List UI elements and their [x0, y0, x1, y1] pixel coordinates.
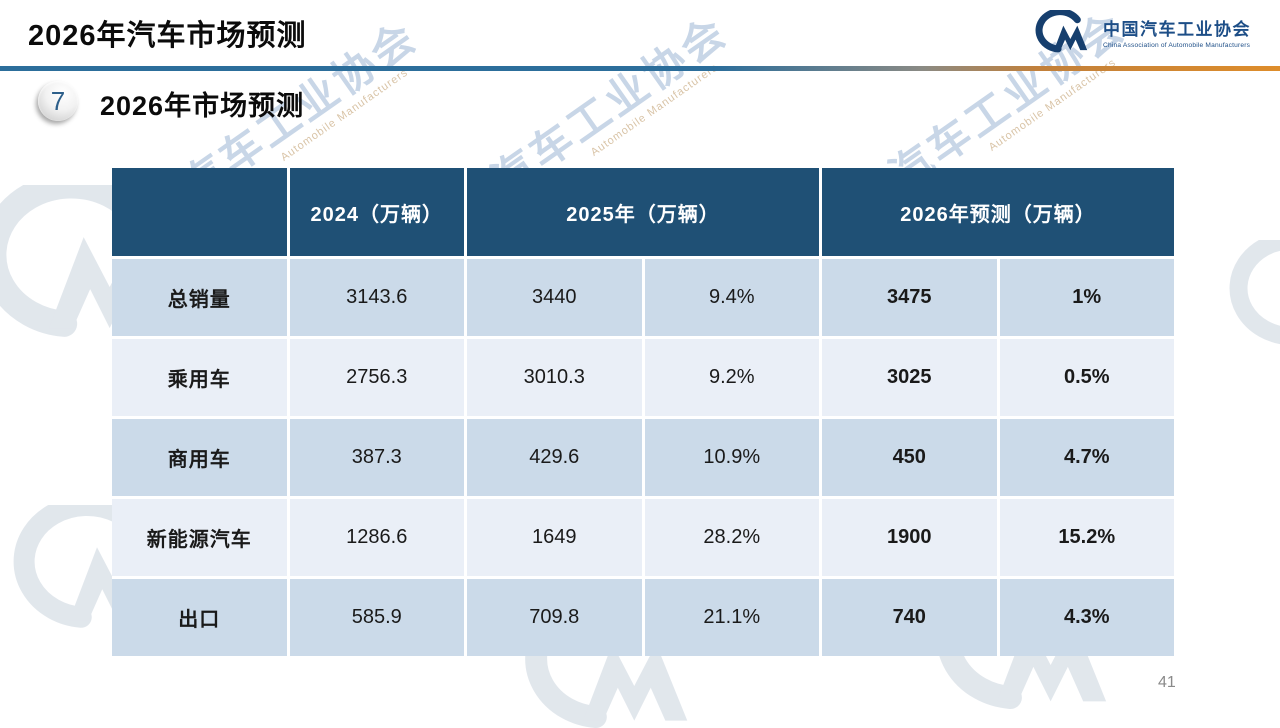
section-heading: 2026年市场预测	[100, 91, 305, 121]
cell-2024-value: 3143.6	[289, 259, 464, 336]
row-label: 新能源汽车	[112, 499, 287, 576]
cell-2026-growth: 0.5%	[999, 339, 1174, 416]
slide-title: 2026年汽车市场预测	[28, 20, 307, 52]
logo-name-cn: 中国汽车工业协会	[1103, 20, 1251, 39]
cell-2026-growth: 1%	[999, 259, 1174, 336]
cell-2026-value: 1900	[822, 499, 997, 576]
cell-2025-value: 3010.3	[467, 339, 642, 416]
cell-2026-value: 450	[822, 419, 997, 496]
page-number: 41	[1158, 674, 1176, 691]
row-label: 商用车	[112, 419, 287, 496]
cell-2025-value: 709.8	[467, 579, 642, 656]
cell-2026-value: 3025	[822, 339, 997, 416]
section-number: 7	[50, 85, 66, 116]
cell-2026-value: 3475	[822, 259, 997, 336]
cell-2025-value: 429.6	[467, 419, 642, 496]
cell-2024-value: 387.3	[289, 419, 464, 496]
logo-text: 中国汽车工业协会 China Association of Automobile…	[1103, 15, 1251, 49]
cell-2026-growth: 4.7%	[999, 419, 1174, 496]
table-header-2025: 2025年（万辆）	[467, 168, 819, 256]
cell-2024-value: 585.9	[289, 579, 464, 656]
cell-2025-growth: 28.2%	[644, 499, 819, 576]
cell-2025-growth: 21.1%	[644, 579, 819, 656]
table-header-2024: 2024（万辆）	[289, 168, 464, 256]
section-number-badge: 7	[38, 81, 78, 121]
cell-2024-value: 1286.6	[289, 499, 464, 576]
forecast-table: 2024（万辆） 2025年（万辆） 2026年预测（万辆） 总销量 3143.…	[112, 168, 1174, 656]
cell-2025-value: 1649	[467, 499, 642, 576]
row-label: 乘用车	[112, 339, 287, 416]
row-label: 总销量	[112, 259, 287, 336]
logo: 中国汽车工业协会 China Association of Automobile…	[1026, 10, 1251, 54]
cell-2024-value: 2756.3	[289, 339, 464, 416]
table-header-empty	[112, 168, 287, 256]
cell-2026-value: 740	[822, 579, 997, 656]
cm-logo-icon	[1026, 10, 1096, 54]
watermark-en: Automobile Manufacturers	[278, 66, 411, 164]
cell-2026-growth: 15.2%	[999, 499, 1174, 576]
cell-2025-growth: 9.2%	[644, 339, 819, 416]
cell-2025-growth: 10.9%	[644, 419, 819, 496]
cell-2025-value: 3440	[467, 259, 642, 336]
table-header-2026: 2026年预测（万辆）	[822, 168, 1174, 256]
watermark-en: Automobile Manufacturers	[588, 61, 721, 159]
cell-2026-growth: 4.3%	[999, 579, 1174, 656]
cm-watermark-icon	[1205, 240, 1280, 345]
logo-name-en: China Association of Automobile Manufact…	[1103, 42, 1251, 49]
cell-2025-growth: 9.4%	[644, 259, 819, 336]
divider-line	[0, 66, 1280, 71]
row-label: 出口	[112, 579, 287, 656]
